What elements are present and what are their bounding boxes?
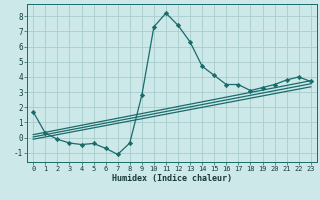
X-axis label: Humidex (Indice chaleur): Humidex (Indice chaleur) bbox=[112, 174, 232, 183]
